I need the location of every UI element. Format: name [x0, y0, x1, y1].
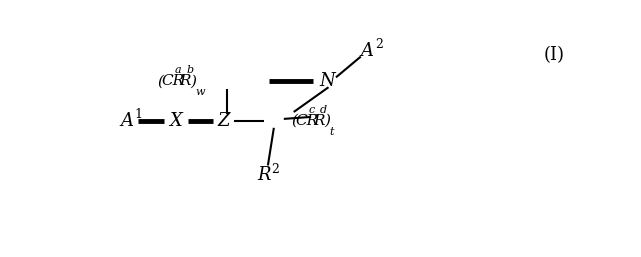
Text: 2: 2 — [271, 163, 279, 176]
Text: A: A — [121, 112, 134, 130]
Text: c: c — [309, 105, 315, 115]
Text: (: ( — [157, 74, 163, 88]
Text: CR: CR — [296, 114, 319, 128]
Text: d: d — [320, 105, 328, 115]
Text: X: X — [170, 112, 183, 130]
Text: (: ( — [291, 114, 297, 128]
Text: Z: Z — [218, 112, 231, 130]
Text: a: a — [174, 66, 181, 75]
Text: (I): (I) — [544, 45, 565, 63]
Text: t: t — [329, 127, 334, 137]
Text: ): ) — [190, 74, 197, 88]
Text: 1: 1 — [135, 108, 143, 121]
Text: A: A — [361, 42, 374, 60]
Text: ): ) — [325, 114, 331, 128]
Text: 2: 2 — [375, 38, 383, 51]
Text: CR: CR — [162, 74, 185, 88]
Text: w: w — [195, 87, 204, 97]
Text: N: N — [319, 72, 335, 90]
Text: R: R — [257, 166, 271, 184]
Text: b: b — [186, 66, 194, 75]
Text: R: R — [179, 74, 190, 88]
Text: R: R — [313, 114, 324, 128]
